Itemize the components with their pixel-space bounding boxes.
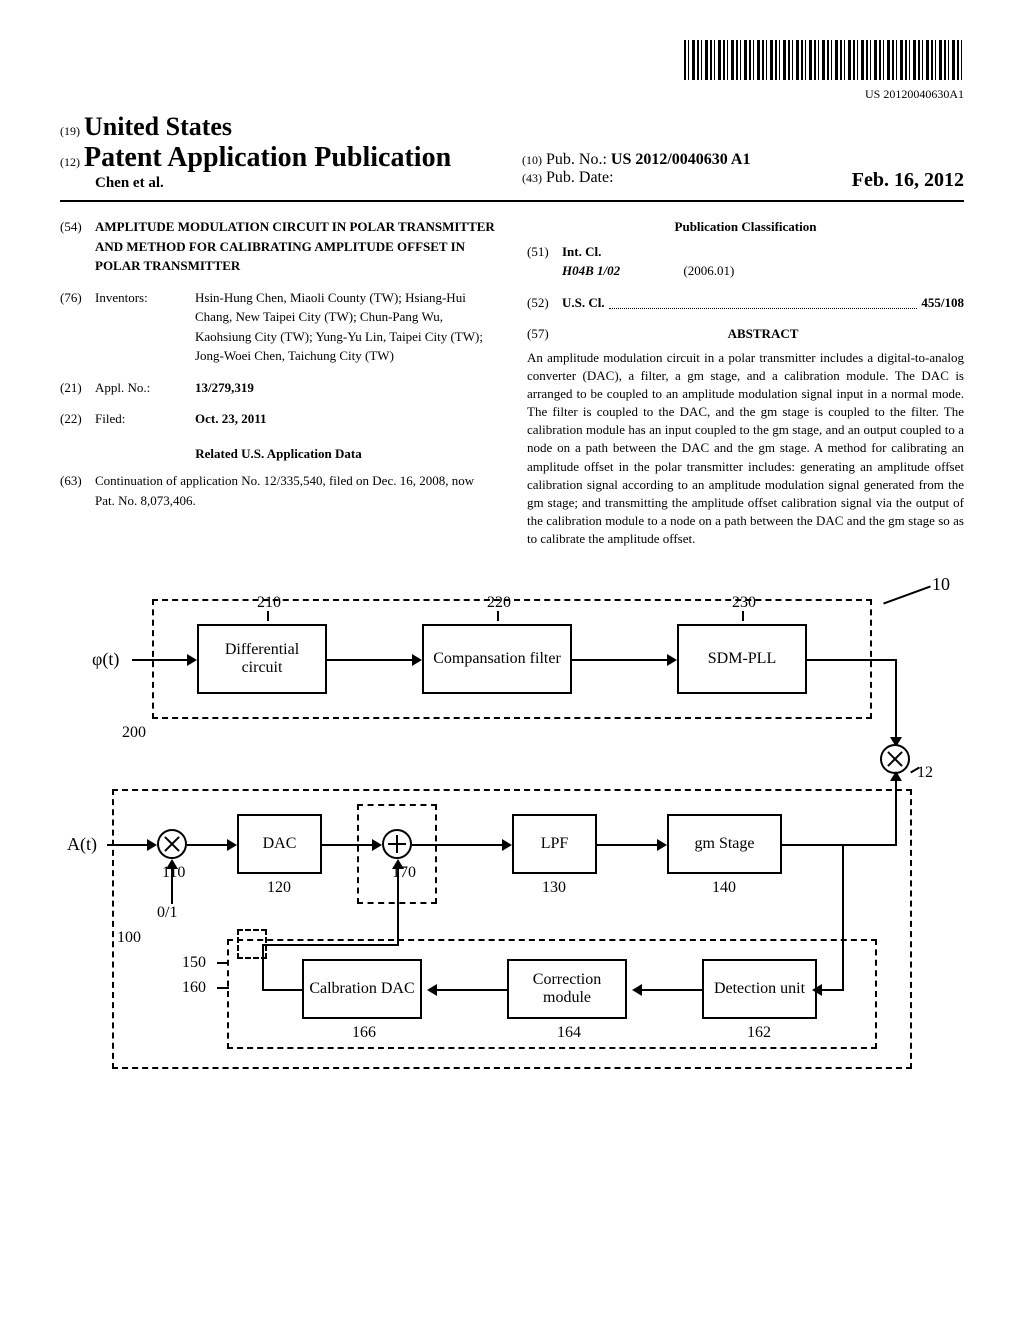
label-54: (54) bbox=[60, 217, 95, 276]
compensation-filter-box: Compansation filter bbox=[422, 624, 572, 694]
sdm-pll-box: SDM-PLL bbox=[677, 624, 807, 694]
label-21: (21) bbox=[60, 378, 95, 398]
pub-no-label: Pub. No.: bbox=[546, 151, 607, 168]
lpf-box: LPF bbox=[512, 814, 597, 874]
multiplier-110 bbox=[157, 829, 187, 859]
intcl-code: H04B 1/02 bbox=[562, 263, 620, 278]
pub-date-label: Pub. Date: bbox=[546, 169, 614, 186]
abstract-header: ABSTRACT bbox=[562, 324, 964, 344]
label-76: (76) bbox=[60, 288, 95, 366]
country: United States bbox=[84, 112, 232, 141]
ref-160: 160 bbox=[182, 979, 206, 997]
correction-module-box: Correction module bbox=[507, 959, 627, 1019]
authors: Chen et al. bbox=[95, 175, 164, 191]
inventors-label: Inventors: bbox=[95, 288, 195, 366]
ref-10: 10 bbox=[932, 574, 950, 595]
phi-input: φ(t) bbox=[92, 649, 119, 670]
barcode-section: US 20120040630A1 bbox=[60, 40, 964, 102]
ref-166: 166 bbox=[352, 1024, 376, 1042]
zero-one-label: 0/1 bbox=[157, 904, 177, 922]
label-10: (10) bbox=[522, 153, 542, 167]
ref-210: 210 bbox=[257, 594, 281, 612]
uscl-code: 455/108 bbox=[921, 293, 964, 313]
label-63: (63) bbox=[60, 471, 95, 510]
differential-circuit-box: Differential circuit bbox=[197, 624, 327, 694]
ref-200: 200 bbox=[122, 724, 146, 742]
continuation-text: Continuation of application No. 12/335,5… bbox=[95, 471, 497, 510]
classification-header: Publication Classification bbox=[527, 217, 964, 237]
gm-stage-box: gm Stage bbox=[667, 814, 782, 874]
ref-220: 220 bbox=[487, 594, 511, 612]
ref-120: 120 bbox=[267, 879, 291, 897]
ref-164: 164 bbox=[557, 1024, 581, 1042]
appl-label: Appl. No.: bbox=[95, 378, 195, 398]
ref-162: 162 bbox=[747, 1024, 771, 1042]
header-row: (19) United States (12) Patent Applicati… bbox=[60, 112, 964, 202]
barcode bbox=[684, 40, 964, 80]
a-input: A(t) bbox=[67, 834, 97, 855]
intcl-year: (2006.01) bbox=[683, 263, 734, 278]
figure-diagram: 10 200 φ(t) Differential circuit 210 Com… bbox=[62, 579, 962, 1079]
uscl-label: U.S. Cl. bbox=[562, 293, 605, 313]
ref-150: 150 bbox=[182, 954, 206, 972]
filed-label: Filed: bbox=[95, 409, 195, 429]
barcode-number: US 20120040630A1 bbox=[60, 87, 964, 102]
dac-box: DAC bbox=[237, 814, 322, 874]
label-43: (43) bbox=[522, 171, 542, 185]
label-12: (12) bbox=[60, 155, 80, 169]
ref-100: 100 bbox=[117, 929, 141, 947]
detection-unit-box: Detection unit bbox=[702, 959, 817, 1019]
inventors-list: Hsin-Hung Chen, Miaoli County (TW); Hsia… bbox=[195, 288, 497, 366]
calibration-dac-box: Calbration DAC bbox=[302, 959, 422, 1019]
publication-type: Patent Application Publication bbox=[84, 142, 451, 173]
label-57: (57) bbox=[527, 324, 562, 349]
label-19: (19) bbox=[60, 124, 80, 138]
related-data-header: Related U.S. Application Data bbox=[60, 444, 497, 464]
pub-date: Feb. 16, 2012 bbox=[852, 169, 964, 192]
abstract-text: An amplitude modulation circuit in a pol… bbox=[527, 349, 964, 549]
multiplier-12 bbox=[880, 744, 910, 774]
ref-130: 130 bbox=[542, 879, 566, 897]
label-52: (52) bbox=[527, 293, 562, 313]
ref-230: 230 bbox=[732, 594, 756, 612]
intcl-label: Int. Cl. bbox=[562, 242, 734, 262]
filed-date: Oct. 23, 2011 bbox=[195, 409, 497, 429]
ref-12: 12 bbox=[917, 764, 933, 782]
adder-170 bbox=[382, 829, 412, 859]
appl-no: 13/279,319 bbox=[195, 378, 497, 398]
label-51: (51) bbox=[527, 242, 562, 281]
bibliographic-columns: (54) AMPLITUDE MODULATION CIRCUIT IN POL… bbox=[60, 217, 964, 549]
patent-title: AMPLITUDE MODULATION CIRCUIT IN POLAR TR… bbox=[95, 217, 497, 276]
pub-no: US 2012/0040630 A1 bbox=[611, 151, 751, 168]
label-22: (22) bbox=[60, 409, 95, 429]
ref-140: 140 bbox=[712, 879, 736, 897]
